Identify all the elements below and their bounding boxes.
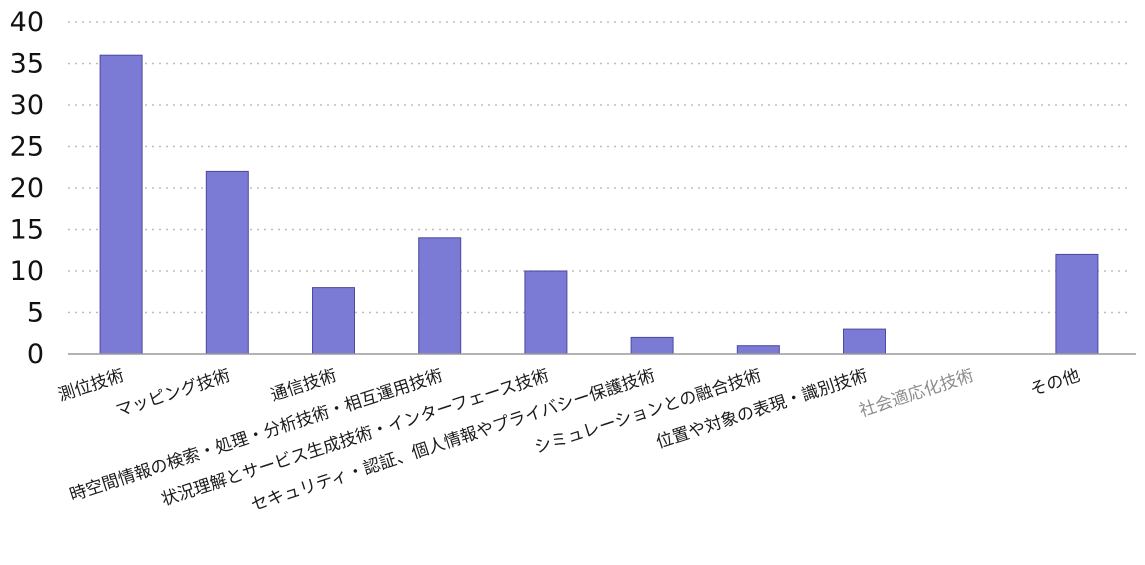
bar (312, 287, 355, 355)
bar (205, 170, 249, 355)
y-tick-label: 30 (10, 90, 44, 121)
y-tick-label: 20 (10, 173, 44, 204)
y-tick-label: 40 (10, 7, 44, 38)
bar (99, 54, 143, 355)
bar (736, 345, 780, 355)
x-category-label: 通信技術 (268, 366, 339, 406)
bar (524, 270, 568, 355)
y-tick-label: 5 (27, 298, 44, 329)
y-tick-label: 10 (10, 256, 44, 287)
bar (630, 336, 674, 355)
x-category-label: マッピング技術 (113, 366, 232, 422)
x-category-label: 測位技術 (56, 366, 127, 406)
y-tick-label: 15 (10, 215, 44, 246)
x-category-label: その他 (1028, 366, 1083, 401)
y-tick-label: 25 (10, 132, 44, 163)
y-tick-label: 35 (10, 49, 44, 80)
bar (418, 237, 462, 355)
bar (1055, 253, 1099, 355)
y-tick-label: 0 (27, 339, 44, 370)
x-category-label: 社会適応化技術 (857, 366, 976, 422)
bar-layer (99, 54, 1099, 355)
bar (843, 328, 886, 355)
y-tick-labels: 0 5 10 15 20 25 30 35 40 (10, 7, 44, 370)
